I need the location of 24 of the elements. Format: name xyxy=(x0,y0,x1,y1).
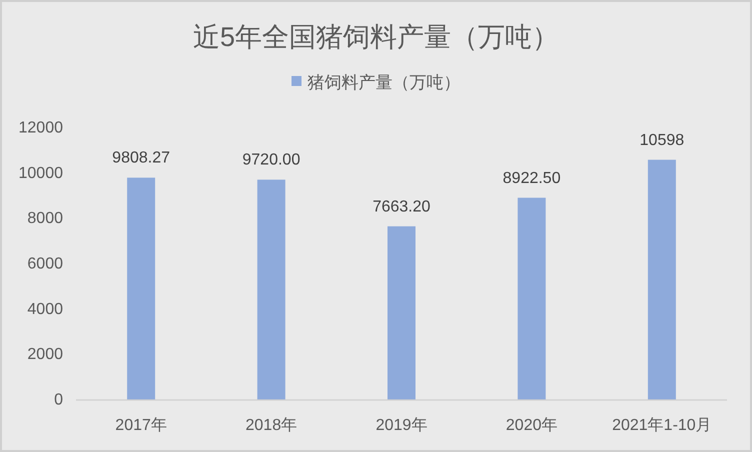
chart-title: 近5年全国猪饲料产量（万吨） xyxy=(192,22,560,52)
data-label: 9808.27 xyxy=(112,150,170,167)
bar xyxy=(257,180,286,400)
bar xyxy=(388,226,416,400)
y-tick-label: 10000 xyxy=(18,164,64,182)
y-tick-label: 12000 xyxy=(18,120,64,136)
y-tick-label: 4000 xyxy=(27,300,64,318)
x-tick-label: 2021年1-10月 xyxy=(612,417,712,434)
legend-label: 猪饲料产量（万吨） xyxy=(308,73,460,92)
x-tick-label: 2017年 xyxy=(115,417,167,434)
data-label: 7663.20 xyxy=(372,198,431,216)
y-tick-label: 2000 xyxy=(27,346,64,364)
y-tick-label: 0 xyxy=(54,392,64,408)
data-label: 9720.00 xyxy=(242,152,300,169)
data-label: 8922.50 xyxy=(502,170,561,187)
bar xyxy=(127,178,156,400)
x-tick-label: 2018年 xyxy=(246,417,298,434)
x-tick-label: 2019年 xyxy=(376,417,428,434)
y-tick-label: 6000 xyxy=(27,256,64,272)
data-label: 10598 xyxy=(640,132,684,149)
x-tick-label: 2020年 xyxy=(506,417,558,434)
bar xyxy=(518,198,546,400)
bar xyxy=(648,160,676,400)
y-tick-label: 8000 xyxy=(27,210,64,228)
